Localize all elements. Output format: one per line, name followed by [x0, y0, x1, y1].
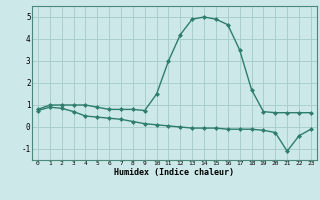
X-axis label: Humidex (Indice chaleur): Humidex (Indice chaleur) — [115, 168, 234, 177]
